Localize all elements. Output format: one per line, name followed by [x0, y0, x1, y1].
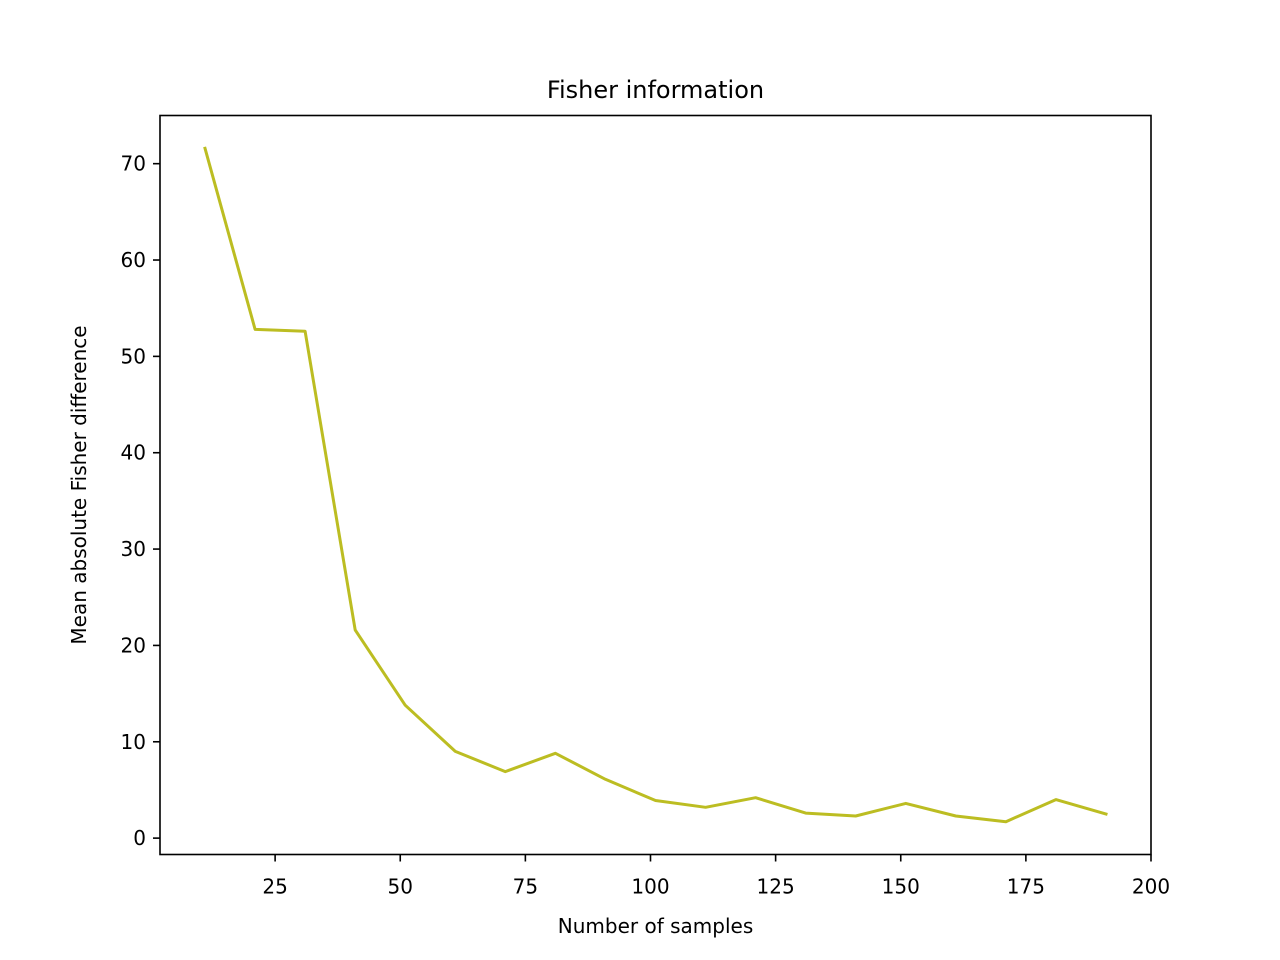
x-tick-label: 75: [513, 875, 538, 899]
x-tick-label: 200: [1132, 875, 1170, 899]
y-tick-labels: 0 10 20 30 40 50 60 70: [121, 152, 160, 850]
series-lines: [203, 146, 1108, 824]
y-tick-label: 20: [121, 633, 146, 657]
x-tick-label: 100: [631, 875, 669, 899]
y-tick-label: 0: [133, 826, 146, 850]
x-tick-label: 175: [1007, 875, 1045, 899]
x-tick-label: 50: [388, 875, 413, 899]
x-tick-labels: 25 50 75 100 125 150 175 200: [262, 854, 1170, 899]
y-tick-label: 70: [121, 152, 146, 176]
series-line-0: [203, 146, 1108, 824]
x-axis-label: Number of samples: [558, 914, 753, 938]
x-tick-label: 150: [882, 875, 920, 899]
y-tick-label: 50: [121, 344, 146, 368]
chart-title: Fisher information: [547, 76, 764, 104]
y-tick-label: 30: [121, 537, 146, 561]
x-tick-label: 125: [757, 875, 795, 899]
y-axis-label: Mean absolute Fisher difference: [67, 325, 91, 644]
y-tick-label: 40: [121, 441, 146, 465]
y-tick-label: 60: [121, 248, 146, 272]
plot-frame: [159, 114, 1152, 856]
y-tick-label: 10: [121, 730, 146, 754]
x-tick-label: 25: [262, 875, 287, 899]
